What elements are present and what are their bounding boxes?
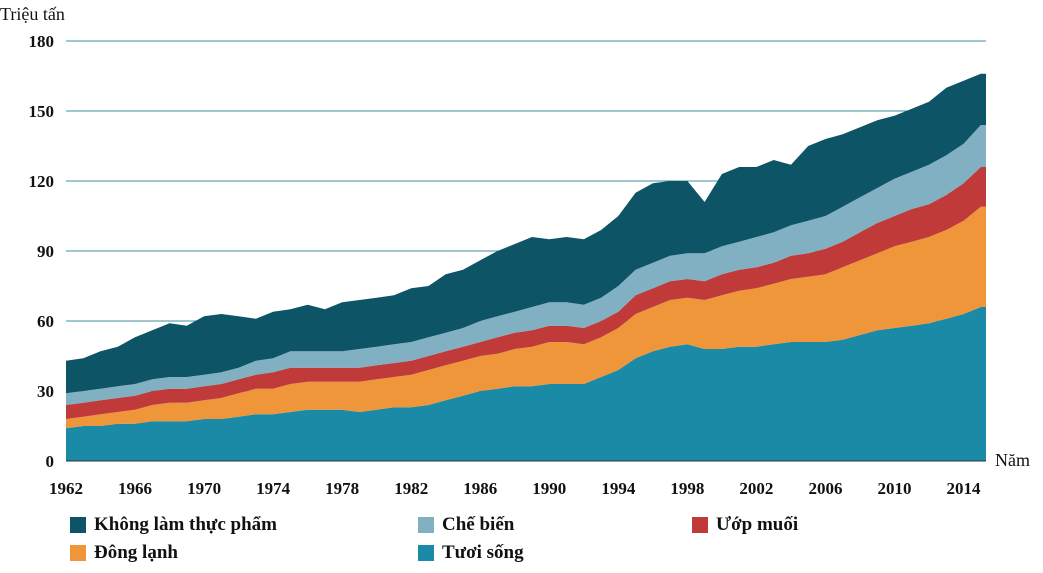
y-tick-label: 0 [46, 452, 55, 471]
x-tick-label: 1974 [256, 479, 291, 498]
x-tick-label: 1982 [394, 479, 428, 498]
x-tick-labels: 1962 1966 1970 1974 1978 1982 1986 1990 1994 1998… [49, 479, 981, 498]
x-tick-label: 1978 [325, 479, 359, 498]
x-tick-label: 2010 [878, 479, 912, 498]
x-tick-label: 1970 [187, 479, 221, 498]
y-tick-label: 30 [37, 382, 54, 401]
x-tick-label: 1962 [49, 479, 83, 498]
y-tick-label: 90 [37, 242, 54, 261]
y-axis-title: Triệu tấn [0, 4, 65, 24]
series-area-4 [66, 73, 986, 394]
y-tick-label: 120 [29, 172, 55, 191]
x-tick-label: 2014 [947, 479, 982, 498]
x-tick-label: 1994 [601, 479, 636, 498]
series-area-0 [66, 307, 986, 461]
x-tick-label: 2002 [739, 479, 773, 498]
y-tick-label: 150 [29, 102, 55, 121]
series-area-1 [66, 206, 986, 429]
y-tick-label: 60 [37, 312, 54, 331]
x-tick-label: 1998 [670, 479, 704, 498]
series-areas [66, 73, 986, 462]
x-tick-label: 1986 [463, 479, 497, 498]
x-axis-title: Năm [995, 450, 1030, 470]
y-tick-labels: 0 30 60 90 120 150 180 [29, 32, 55, 471]
x-tick-label: 1966 [118, 479, 152, 498]
x-tick-label: 1990 [532, 479, 566, 498]
y-tick-label: 180 [29, 32, 55, 51]
x-tick-label: 2006 [808, 479, 842, 498]
series-area-2 [66, 167, 986, 419]
